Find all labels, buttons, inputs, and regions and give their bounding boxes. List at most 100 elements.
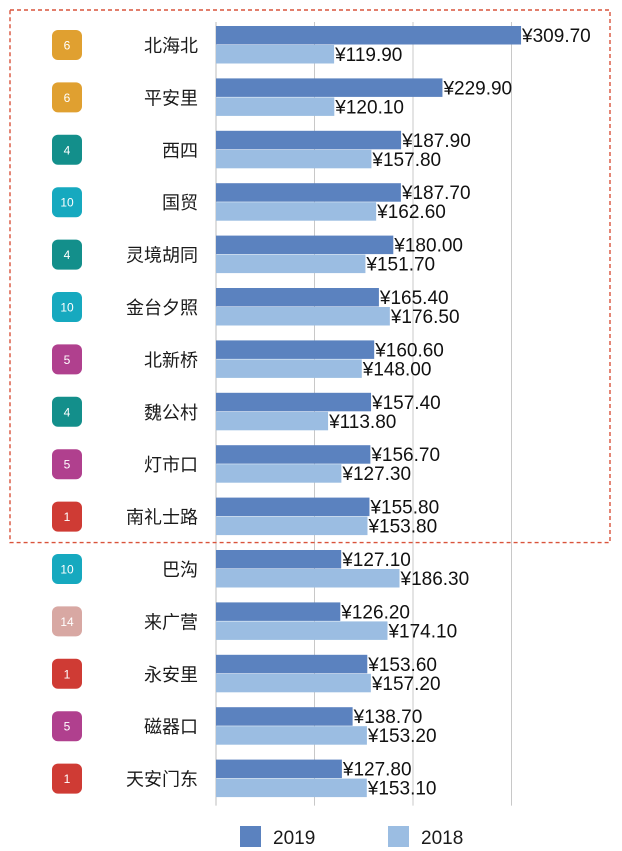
- line-badge-bg: [52, 134, 82, 165]
- bar-2019: [216, 26, 522, 45]
- line-badge: 5: [52, 449, 82, 480]
- bar-2018: [216, 464, 342, 483]
- line-badge-number: 10: [60, 563, 74, 577]
- line-badge-number: 5: [64, 720, 71, 734]
- bar-2019: [216, 78, 443, 97]
- value-label-2018: ¥153.10: [367, 779, 437, 800]
- value-label-2018: ¥127.30: [341, 464, 411, 485]
- line-badge-bg: [52, 554, 82, 584]
- bar-2018: [216, 359, 362, 378]
- value-label-2019: ¥160.60: [374, 340, 444, 361]
- category-label: 北新桥: [144, 350, 198, 371]
- bar-2018: [216, 254, 366, 274]
- bar-2019: [216, 654, 368, 674]
- bar-2018: [216, 516, 368, 536]
- bar-2019: [216, 602, 341, 621]
- value-label-2018: ¥119.90: [334, 45, 402, 66]
- line-badge: 4: [52, 239, 82, 270]
- category-label: 魏公村: [144, 403, 198, 424]
- legend-label-2018: 2018: [421, 828, 463, 849]
- category-label: 国贸: [162, 193, 198, 214]
- value-label-2019: ¥187.90: [401, 131, 471, 152]
- line-badge: 4: [52, 134, 82, 165]
- legend: 2019 2018: [240, 826, 463, 849]
- line-badge: 10: [52, 554, 82, 584]
- line-badge-number: 6: [64, 39, 71, 53]
- line-badge-bg: [52, 396, 82, 427]
- bar-2019: [216, 445, 371, 464]
- bars: [216, 26, 522, 798]
- category-labels: 6 北海北 6 平安里 4 西四 10 国贸 4 灵境胡同 10 金台夕照 5 北新桥 4 魏公村 5 灯市口 1 南…: [52, 30, 198, 794]
- line-badge-bg: [52, 82, 82, 113]
- value-label-2018: ¥120.10: [334, 97, 404, 118]
- bar-2018: [216, 621, 388, 640]
- line-badge-bg: [52, 239, 82, 270]
- bar-2018: [216, 202, 377, 221]
- bar-2018: [216, 778, 367, 798]
- legend-swatch-2019: [240, 826, 261, 847]
- line-badge-number: 4: [64, 248, 71, 262]
- value-label-2019: ¥127.80: [342, 760, 412, 781]
- category-label: 南礼士路: [126, 508, 198, 529]
- line-badge-number: 4: [64, 405, 71, 419]
- category-label: 天安门东: [126, 770, 198, 791]
- category-label: 灯市口: [144, 455, 198, 476]
- category-label: 金台夕照: [126, 298, 198, 319]
- line-badge-bg: [52, 292, 82, 322]
- bar-2018: [216, 411, 329, 431]
- line-badge-bg: [52, 658, 82, 689]
- line-badge-number: 6: [64, 91, 71, 105]
- bar-2018: [216, 307, 390, 326]
- line-badge: 10: [52, 187, 82, 218]
- value-label-2018: ¥157.80: [371, 150, 441, 171]
- category-label: 灵境胡同: [126, 246, 198, 267]
- bar-2019: [216, 392, 372, 412]
- line-badge-number: 1: [64, 667, 71, 681]
- line-badge-number: 1: [64, 510, 71, 524]
- line-badge-bg: [52, 711, 82, 742]
- line-badge: 1: [52, 658, 82, 689]
- value-label-2018: ¥174.10: [387, 621, 457, 642]
- line-badge-number: 4: [64, 143, 71, 157]
- line-badge-number: 5: [64, 353, 71, 367]
- category-label: 平安里: [144, 88, 198, 109]
- line-badge-bg: [52, 187, 82, 218]
- line-badge-bg: [52, 763, 82, 794]
- value-label-2018: ¥186.30: [400, 569, 470, 590]
- line-badge: 1: [52, 501, 82, 532]
- highlight-box: [9, 9, 611, 544]
- value-label-2019: ¥309.70: [521, 26, 591, 47]
- value-label-2019: ¥138.70: [353, 707, 423, 728]
- bar-2019: [216, 183, 401, 202]
- line-badge: 5: [52, 711, 82, 742]
- bar-2018: [216, 569, 400, 588]
- bar-2019: [216, 288, 379, 307]
- bar-2018: [216, 673, 371, 693]
- bar-2019: [216, 550, 342, 569]
- value-labels: ¥309.70¥119.90¥229.90¥120.10¥187.90¥157.…: [328, 26, 591, 800]
- bar-2018: [216, 726, 367, 745]
- line-badge-bg: [52, 30, 82, 60]
- bar-2019: [216, 497, 370, 517]
- value-label-2019: ¥155.80: [369, 498, 439, 519]
- bar-2019: [216, 340, 375, 359]
- category-label: 永安里: [144, 665, 198, 686]
- category-label: 北海北: [144, 36, 198, 57]
- bar-2018: [216, 97, 335, 116]
- line-badge-bg: [52, 501, 82, 532]
- line-badge-bg: [52, 344, 82, 375]
- value-label-2018: ¥113.80: [328, 412, 396, 433]
- value-label-2019: ¥180.00: [393, 236, 463, 257]
- category-label: 西四: [162, 141, 198, 162]
- value-label-2018: ¥153.20: [367, 726, 437, 747]
- line-badge: 6: [52, 82, 82, 113]
- value-label-2018: ¥176.50: [390, 307, 460, 328]
- bar-2019: [216, 235, 394, 255]
- line-badge: 5: [52, 344, 82, 375]
- line-badge: 14: [52, 606, 82, 637]
- value-label-2018: ¥148.00: [362, 359, 432, 380]
- line-badge: 6: [52, 30, 82, 60]
- category-label: 巴沟: [162, 560, 198, 581]
- line-badge: 4: [52, 396, 82, 427]
